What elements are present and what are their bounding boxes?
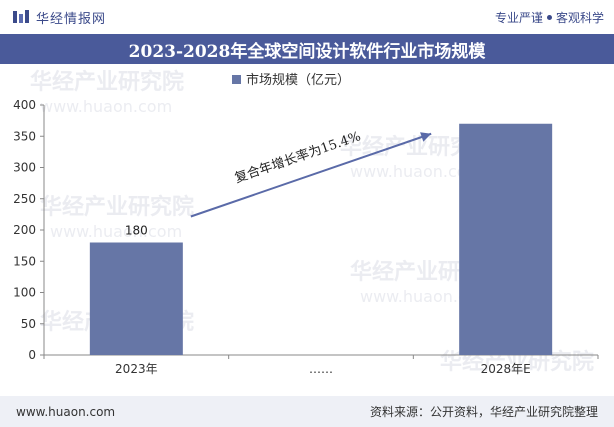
x-tick-label: …… [309,362,333,376]
bar-data-label: 180 [125,224,148,238]
legend-swatch [232,75,241,84]
slogan-dot-icon [546,14,552,20]
chart-title-bar: 2023-2028年全球空间设计软件行业市场规模 [0,34,614,64]
data-labels: 180 [125,224,148,238]
y-tick-label: 250 [13,192,36,206]
footer: www.huaon.com 资料来源：公开资料，华经产业研究院整理 [0,396,614,427]
watermark-url: www.huaon.com [360,287,492,306]
y-tick-label: 100 [13,286,36,300]
watermark-text: 华经产业研究院 [40,194,194,220]
cagr-arrow-head-icon [420,132,432,142]
brand[interactable]: 华经情报网 [12,8,106,27]
brand-logo-icon [13,10,29,23]
footer-url[interactable]: www.huaon.com [16,404,116,419]
legend: 市场规模（亿元） [232,72,350,88]
y-tick-label: 400 [13,98,36,112]
brand-name: 华经情报网 [36,11,107,27]
y-axis: 0 50 100 150 200 250 300 350 400 [13,98,45,362]
legend-label: 市场规模（亿元） [246,72,350,88]
x-tick-label: 2028年E [481,362,531,376]
y-tick-label: 350 [13,129,36,143]
bars [89,123,553,355]
footer-source: 资料来源：公开资料，华经产业研究院整理 [369,405,598,419]
watermark-text: 华经产业研究院 [30,69,184,95]
top-bar: 华经情报网 专业严谨 客观科学 [0,0,614,34]
slogan: 专业严谨 客观科学 [495,9,604,26]
cagr-arrow-line [190,132,432,218]
chart-title: 2023-2028年全球空间设计软件行业市场规模 [128,41,486,62]
bar [89,242,183,355]
y-tick-label: 0 [28,348,36,362]
y-tick-label: 50 [21,317,36,331]
watermark-url: www.huaon.com [50,222,182,241]
watermark-url: www.huaon.com [40,97,172,116]
y-tick-label: 200 [13,223,36,237]
bar [459,123,553,355]
y-tick-label: 150 [13,254,36,268]
watermark-url: www.huaon.com [350,162,482,181]
slogan-left: 专业严谨 [494,10,543,25]
bar-chart: 华经产业研究院 www.huaon.com 华经产业研究院 www.huaon.… [13,69,599,376]
x-tick-label: 2023年 [115,362,158,376]
slogan-right: 客观科学 [555,10,604,25]
y-tick-label: 300 [13,161,36,175]
